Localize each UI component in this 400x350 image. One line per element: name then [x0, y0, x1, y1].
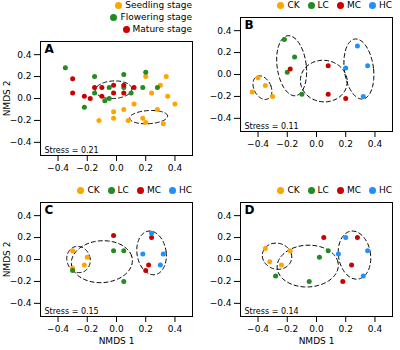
svg-text:0.2: 0.2 — [139, 163, 153, 173]
svg-text:0.0: 0.0 — [17, 254, 32, 264]
svg-text:0.4: 0.4 — [217, 26, 232, 36]
svg-text:0.2: 0.2 — [339, 324, 353, 334]
svg-text:0.0: 0.0 — [309, 324, 324, 334]
svg-text:Stress = 0.15: Stress = 0.15 — [45, 307, 99, 316]
html-text:Mature stage: Mature stage — [132, 24, 192, 34]
html-text:LC: LC — [317, 0, 329, 10]
svg-text:0.2: 0.2 — [217, 232, 231, 242]
svg-text:−0.4: −0.4 — [47, 163, 69, 173]
svg-text:−0.2: −0.2 — [276, 139, 298, 149]
html-text:MC: MC — [146, 185, 161, 195]
svg-text:−0.4: −0.4 — [10, 298, 32, 308]
svg-text:0.4: 0.4 — [368, 139, 383, 149]
svg-text:−0.2: −0.2 — [76, 163, 98, 173]
html-text:CK: CK — [287, 185, 300, 195]
svg-text:−0.2: −0.2 — [10, 115, 32, 125]
svg-text:−0.4: −0.4 — [247, 324, 269, 334]
svg-text:C: C — [45, 203, 54, 217]
html-text:MC: MC — [346, 0, 361, 10]
svg-text:NMDS 1: NMDS 1 — [299, 336, 335, 346]
svg-text:0.4: 0.4 — [168, 163, 183, 173]
svg-text:0.2: 0.2 — [339, 139, 353, 149]
svg-text:−0.2: −0.2 — [276, 324, 298, 334]
svg-text:0.4: 0.4 — [17, 50, 32, 60]
svg-text:NMDS 2: NMDS 2 — [2, 81, 12, 117]
html-text:LC: LC — [317, 185, 329, 195]
svg-text:0.2: 0.2 — [139, 324, 153, 334]
svg-text:0.0: 0.0 — [109, 163, 124, 173]
svg-text:0.4: 0.4 — [17, 211, 32, 221]
svg-text:0.4: 0.4 — [217, 211, 232, 221]
html-text:HC: HC — [378, 0, 392, 10]
svg-text:D: D — [245, 203, 255, 217]
html-text:HC: HC — [178, 185, 192, 195]
svg-text:−0.4: −0.4 — [247, 139, 269, 149]
svg-text:NMDS 2: NMDS 2 — [2, 242, 12, 278]
svg-text:0.0: 0.0 — [217, 254, 232, 264]
svg-text:−0.4: −0.4 — [47, 324, 69, 334]
svg-text:−0.2: −0.2 — [10, 276, 32, 286]
svg-text:NMDS 1: NMDS 1 — [99, 336, 135, 346]
svg-text:0.0: 0.0 — [217, 69, 232, 79]
svg-text:0.2: 0.2 — [17, 71, 31, 81]
svg-text:Stress = 0.14: Stress = 0.14 — [245, 307, 299, 316]
svg-text:0.2: 0.2 — [17, 232, 31, 242]
html-text:CK: CK — [287, 0, 300, 10]
html-text:HC: HC — [378, 185, 392, 195]
svg-text:Stress = 0.11: Stress = 0.11 — [245, 122, 299, 131]
svg-text:B: B — [245, 18, 254, 32]
html-text:Seedling stage: Seedling stage — [125, 0, 192, 10]
svg-text:−0.2: −0.2 — [76, 324, 98, 334]
svg-text:0.0: 0.0 — [109, 324, 124, 334]
svg-text:0.4: 0.4 — [168, 324, 183, 334]
svg-text:−0.4: −0.4 — [210, 298, 232, 308]
html-text:Flowering stage: Flowering stage — [120, 12, 192, 22]
svg-text:−0.4: −0.4 — [210, 113, 232, 123]
svg-text:−0.2: −0.2 — [210, 276, 232, 286]
svg-text:−0.4: −0.4 — [10, 137, 32, 147]
html-text:LC: LC — [117, 185, 129, 195]
svg-text:0.2: 0.2 — [217, 47, 231, 57]
svg-text:−0.2: −0.2 — [210, 91, 232, 101]
html-text:MC: MC — [346, 185, 361, 195]
svg-text:Stress = 0.21: Stress = 0.21 — [45, 146, 99, 155]
svg-text:0.4: 0.4 — [368, 324, 383, 334]
svg-text:0.0: 0.0 — [309, 139, 324, 149]
svg-text:A: A — [45, 42, 55, 56]
svg-text:0.0: 0.0 — [17, 93, 32, 103]
html-text:CK: CK — [87, 185, 100, 195]
